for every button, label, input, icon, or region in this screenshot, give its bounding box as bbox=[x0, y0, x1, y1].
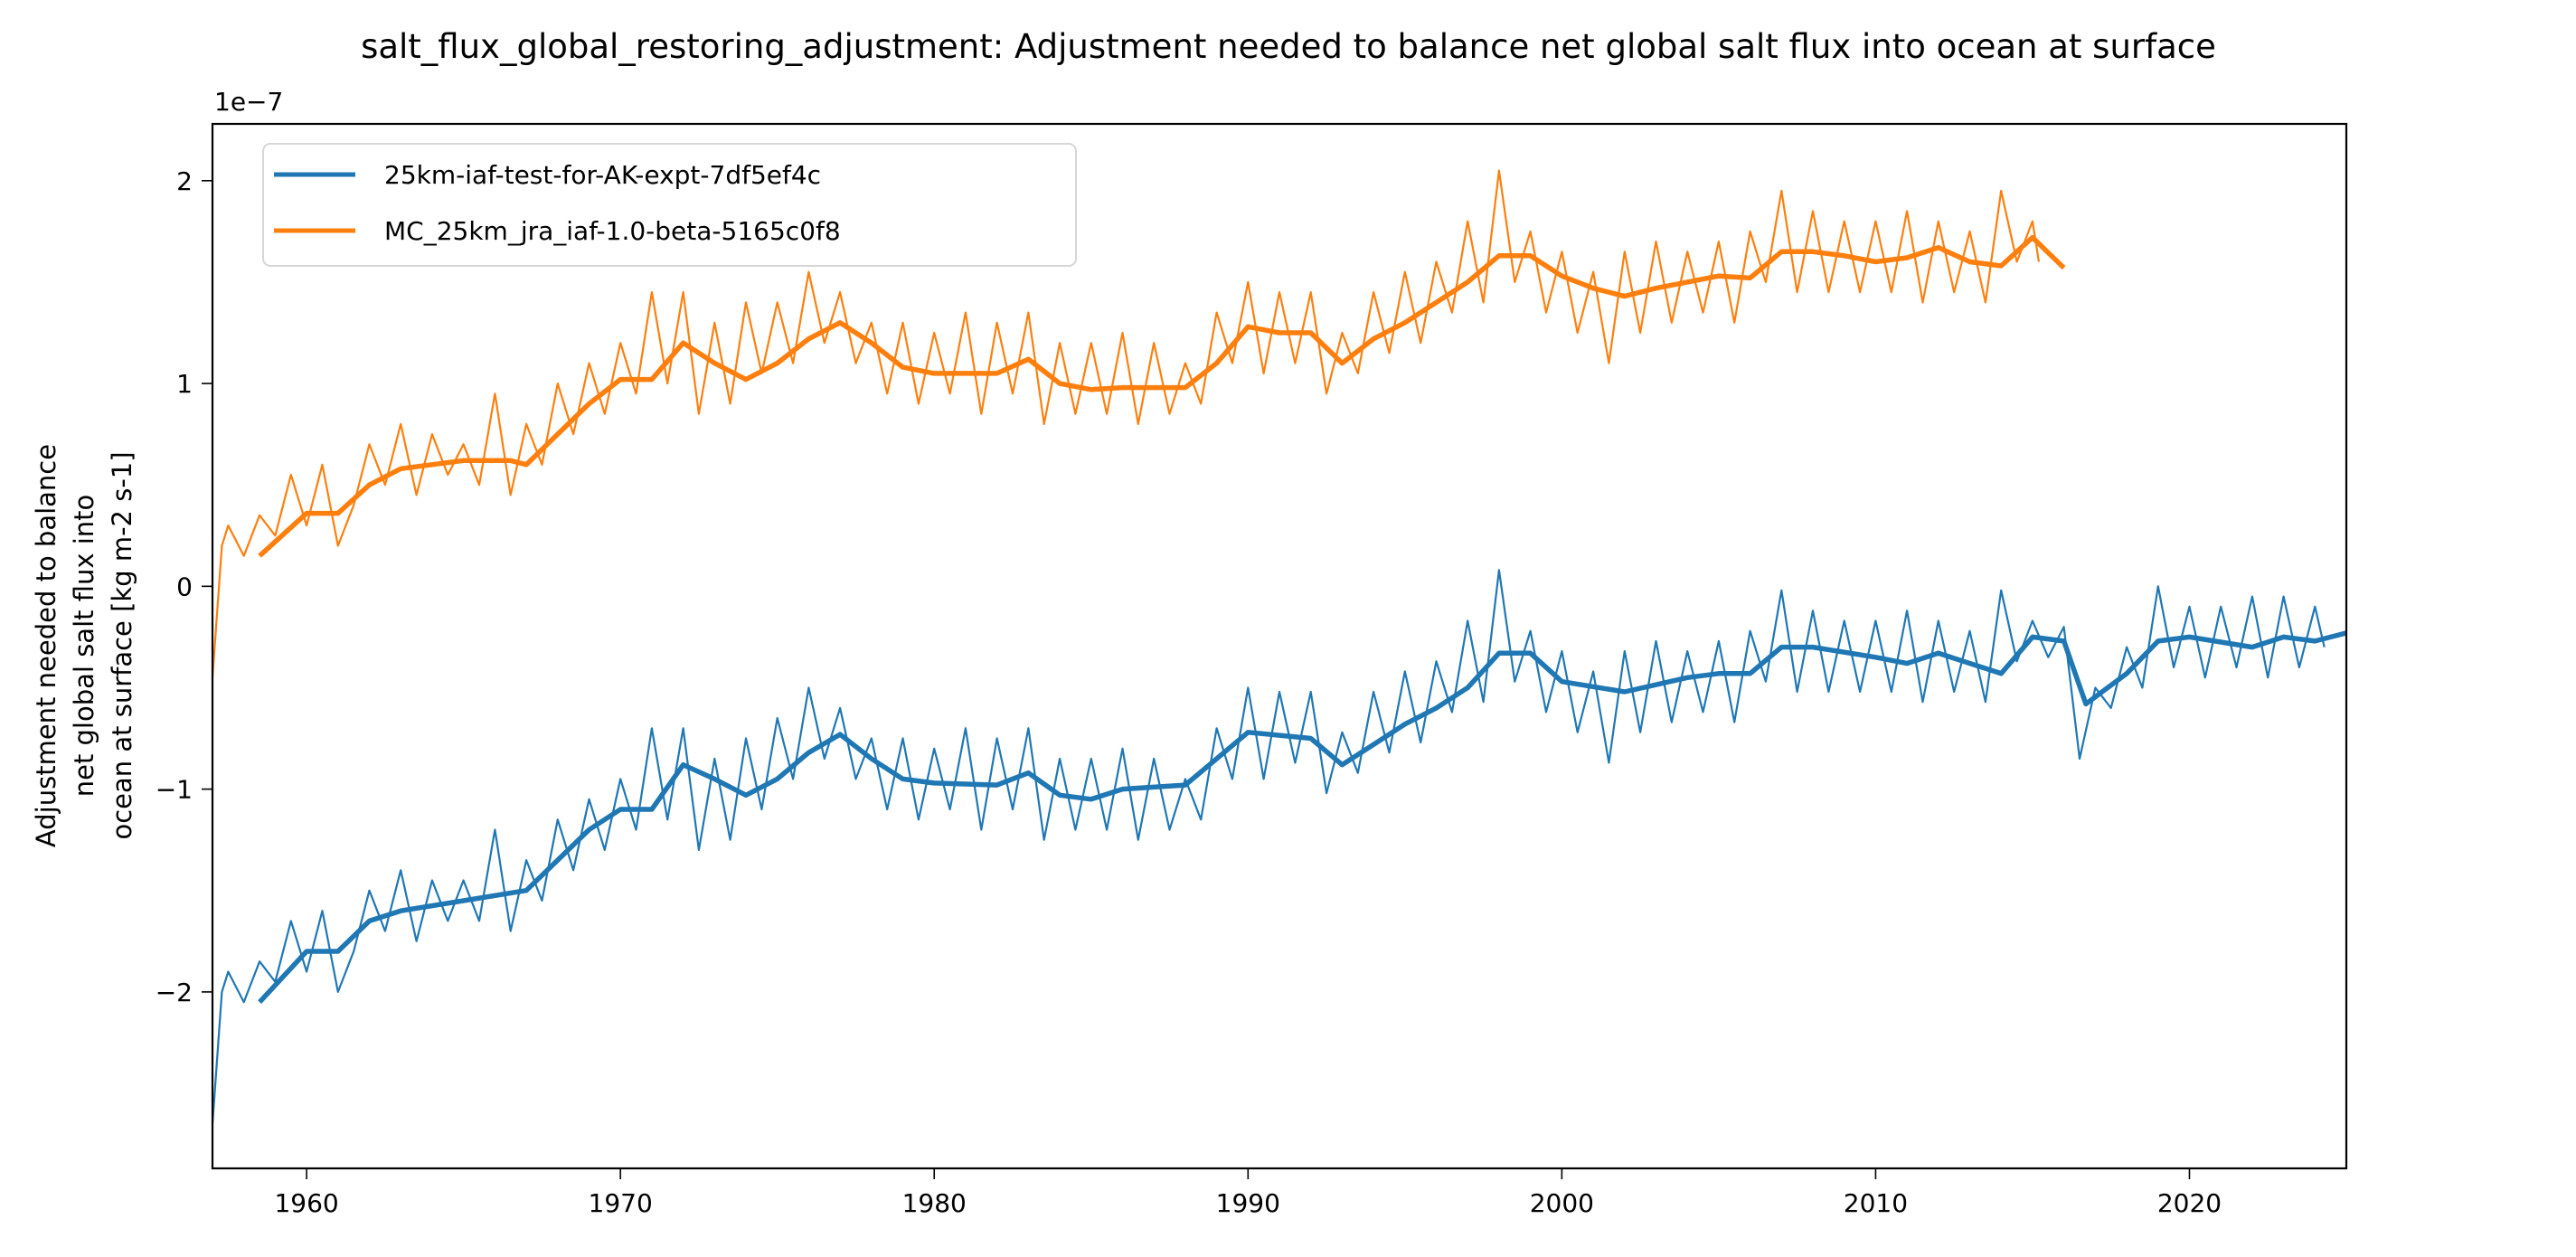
x-tick-label: 1980 bbox=[902, 1188, 967, 1218]
legend-label-series-1: 25km-iaf-test-for-AK-expt-7df5ef4c bbox=[384, 160, 821, 190]
legend: 25km-iaf-test-for-AK-expt-7df5ef4c MC_25… bbox=[262, 143, 1077, 267]
x-tick-label: 2010 bbox=[1844, 1188, 1908, 1218]
series-1-raw-line bbox=[212, 569, 2326, 1124]
y-axis-label: Adjustment needed to balance net global … bbox=[31, 444, 137, 847]
x-tick-label: 1990 bbox=[1216, 1188, 1280, 1218]
x-tick-label: 2020 bbox=[2157, 1188, 2222, 1218]
y-tick-label: 1 bbox=[176, 369, 193, 399]
series-2-smoothed-line bbox=[258, 234, 2066, 558]
legend-label-series-2: MC_25km_jra_iaf-1.0-beta-5165c0f8 bbox=[384, 216, 841, 246]
y-tick-label: 0 bbox=[176, 572, 193, 601]
y-tick-label: −1 bbox=[156, 775, 193, 805]
axis-ticks: 1960 1970 1980 1990 2000 2010 2020 −2 −1 0 1 2 bbox=[156, 166, 2222, 1218]
y-tick-label: 2 bbox=[176, 166, 193, 196]
axes-frame bbox=[211, 122, 2348, 1170]
x-tick-label: 2000 bbox=[1530, 1188, 1594, 1218]
chart-title: salt_flux_global_restoring_adjustment: A… bbox=[361, 27, 2216, 66]
plot-area bbox=[212, 169, 2346, 1124]
y-offset-label: 1e−7 bbox=[214, 87, 283, 117]
y-axis-label-line-3: ocean at surface [kg m-2 s-1] bbox=[107, 451, 137, 839]
y-tick-label: −2 bbox=[156, 978, 193, 1007]
legend-frame bbox=[262, 143, 1077, 267]
x-tick-label: 1960 bbox=[274, 1188, 338, 1218]
y-axis-label-line-2: net global salt flux into bbox=[69, 495, 99, 798]
series-1-smoothed-line bbox=[258, 630, 2346, 1004]
x-tick-label: 1970 bbox=[589, 1188, 653, 1218]
y-axis-label-line-1: Adjustment needed to balance bbox=[31, 444, 61, 847]
